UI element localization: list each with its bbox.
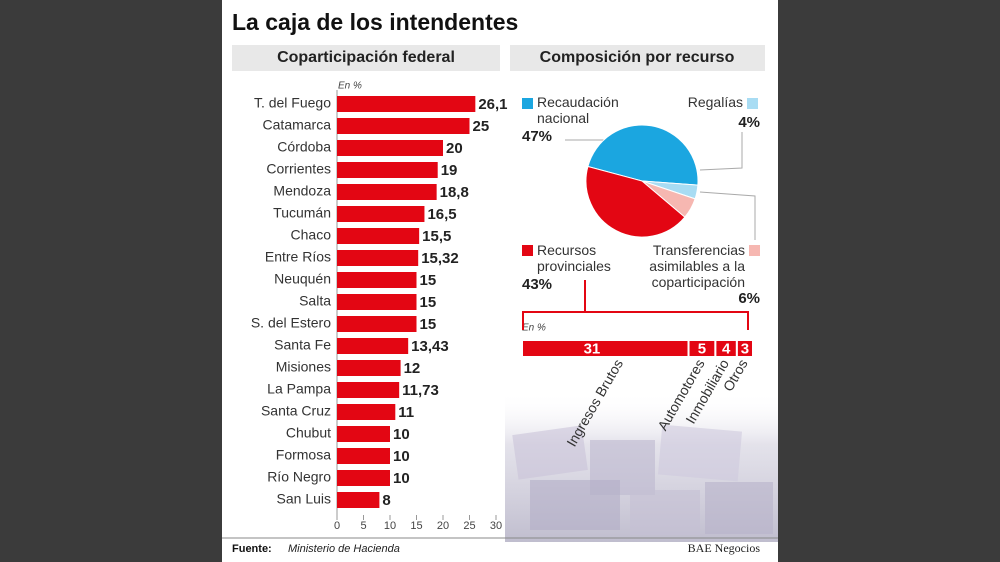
x-tick-label: 20 bbox=[437, 520, 449, 532]
pie-slice bbox=[587, 124, 699, 186]
x-tick-label: 30 bbox=[490, 520, 502, 532]
category-label: Córdoba bbox=[277, 139, 331, 155]
category-label: Santa Fe bbox=[274, 337, 331, 353]
category-label: Salta bbox=[299, 293, 331, 309]
bar bbox=[337, 470, 390, 486]
x-tick-label: 0 bbox=[334, 520, 340, 532]
bar bbox=[337, 294, 417, 310]
legend-swatch bbox=[749, 245, 760, 256]
value-label: 16,5 bbox=[427, 206, 456, 223]
x-tick-label: 15 bbox=[410, 520, 422, 532]
bar bbox=[337, 492, 380, 508]
section-title: Composición por recurso bbox=[540, 49, 735, 66]
value-label: 13,43 bbox=[411, 338, 449, 355]
legend-swatch bbox=[522, 98, 533, 109]
x-tick-label: 5 bbox=[360, 520, 366, 532]
source-label: Fuente: bbox=[232, 543, 272, 555]
legend-label: Recursos provinciales bbox=[537, 242, 611, 274]
category-label: T. del Fuego bbox=[254, 95, 331, 111]
bar bbox=[337, 272, 417, 288]
bar bbox=[337, 316, 417, 332]
credit: BAE Negocios bbox=[688, 541, 761, 555]
value-label: 43% bbox=[522, 276, 553, 293]
value-label: 12 bbox=[404, 360, 421, 377]
x-tick-label: 10 bbox=[384, 520, 396, 532]
value-label: 15,32 bbox=[421, 250, 459, 267]
bar bbox=[337, 382, 400, 398]
value-label: 10 bbox=[393, 448, 410, 465]
page-title: La caja de los intendentes bbox=[232, 9, 518, 35]
legend-label: Recaudación nacional bbox=[537, 94, 619, 126]
source: Ministerio de Hacienda bbox=[288, 543, 400, 555]
bar bbox=[337, 228, 420, 244]
bar-segment bbox=[521, 339, 690, 358]
value-label: 11,73 bbox=[402, 382, 439, 399]
bar bbox=[337, 184, 437, 200]
value-label: 10 bbox=[393, 470, 410, 487]
value-label: 18,8 bbox=[440, 184, 469, 201]
category-label: Tucumán bbox=[273, 205, 331, 221]
unit-label: En % bbox=[522, 323, 546, 334]
category-label: San Luis bbox=[277, 491, 331, 507]
bar-segment bbox=[735, 339, 755, 358]
x-tick-label: 25 bbox=[463, 520, 475, 532]
value-label: 5 bbox=[698, 340, 706, 357]
category-label: Neuquén bbox=[274, 271, 331, 287]
bar bbox=[337, 426, 390, 442]
value-label: 15 bbox=[420, 316, 437, 333]
value-label: 3 bbox=[741, 340, 749, 357]
section-header-bg bbox=[232, 45, 500, 71]
bar bbox=[337, 250, 419, 266]
category-label: Santa Cruz bbox=[261, 403, 331, 419]
category-label: Corrientes bbox=[266, 161, 331, 177]
value-label: 47% bbox=[522, 128, 553, 145]
unit-label: En % bbox=[338, 81, 362, 92]
bar bbox=[337, 162, 438, 178]
bar bbox=[337, 360, 401, 376]
category-label: Mendoza bbox=[273, 183, 331, 199]
bar bbox=[337, 206, 425, 222]
pie-slice bbox=[585, 165, 686, 238]
category-label: Catamarca bbox=[263, 117, 332, 133]
value-label: 15 bbox=[420, 272, 437, 289]
bar bbox=[337, 140, 443, 156]
value-label: 11 bbox=[398, 404, 414, 421]
category-label: Chaco bbox=[291, 227, 332, 243]
value-label: 26,1 bbox=[478, 96, 507, 113]
category-label: Entre Ríos bbox=[265, 249, 331, 265]
bar bbox=[337, 96, 476, 112]
bar bbox=[337, 404, 396, 420]
value-label: 4 bbox=[722, 340, 731, 357]
bar bbox=[337, 448, 390, 464]
value-label: 25 bbox=[473, 118, 490, 135]
value-label: 4% bbox=[738, 114, 760, 131]
value-label: 6% bbox=[738, 290, 760, 307]
banknote-photo bbox=[505, 392, 778, 542]
value-label: 31 bbox=[584, 340, 601, 357]
bar bbox=[337, 118, 470, 134]
leader-lines bbox=[565, 132, 756, 240]
legend-label: Regalías bbox=[687, 94, 743, 110]
value-label: 19 bbox=[441, 162, 458, 179]
category-label: S. del Estero bbox=[251, 315, 331, 331]
category-label: Formosa bbox=[276, 447, 331, 463]
value-label: 8 bbox=[382, 492, 390, 509]
legend-swatch bbox=[747, 98, 758, 109]
legend-swatch bbox=[522, 245, 533, 256]
value-label: 10 bbox=[393, 426, 410, 443]
category-label: Misiones bbox=[276, 359, 331, 375]
bar bbox=[337, 338, 409, 354]
value-label: 15 bbox=[420, 294, 437, 311]
section-title: Coparticipación federal bbox=[277, 49, 455, 66]
category-label: La Pampa bbox=[267, 381, 331, 397]
bracket bbox=[522, 280, 749, 330]
value-label: 15,5 bbox=[422, 228, 451, 245]
legend-label: Transferencias asimilables a la copartic… bbox=[649, 242, 745, 290]
section-header-bg bbox=[510, 45, 765, 71]
category-label: Chubut bbox=[286, 425, 331, 441]
category-label: Río Negro bbox=[267, 469, 331, 485]
value-label: 20 bbox=[446, 140, 463, 157]
